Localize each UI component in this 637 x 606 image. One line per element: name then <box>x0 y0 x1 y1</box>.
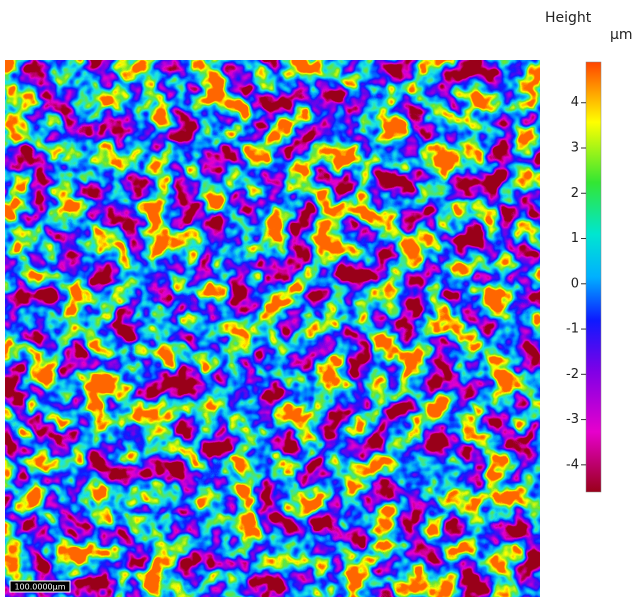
colorbar-tick-label: 2 <box>571 186 579 201</box>
colorbar <box>585 61 602 493</box>
colorbar-tick-label: -4 <box>566 457 579 472</box>
colorbar-tick-label: 4 <box>571 95 579 110</box>
colorbar-tick-label: -2 <box>566 367 579 382</box>
colorbar-title: Height <box>545 10 592 26</box>
colorbar-tick-label: -1 <box>566 322 579 337</box>
colorbar-unit: µm <box>610 27 633 43</box>
scale-bar <box>9 580 71 593</box>
colorbar-tick-label: 0 <box>571 276 579 291</box>
colorbar-tick-label: 1 <box>571 231 579 246</box>
scale-bar-label: 100.0000µm <box>14 583 65 592</box>
height-map <box>5 60 540 597</box>
colorbar-tick-label: 3 <box>571 141 579 156</box>
colorbar-tick-label: -3 <box>566 412 579 427</box>
